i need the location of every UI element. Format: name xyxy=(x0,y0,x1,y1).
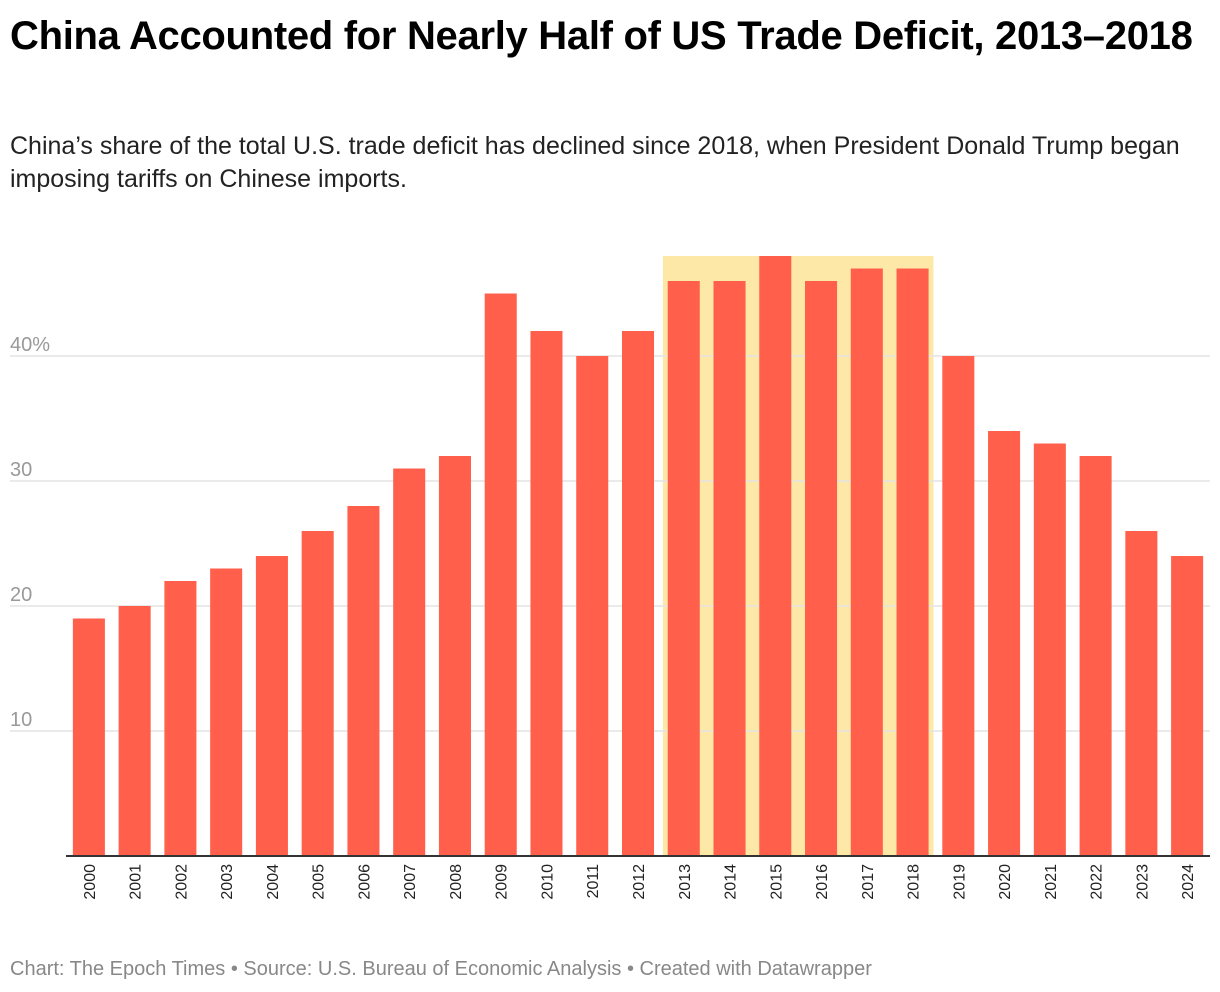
bar-2003 xyxy=(210,568,243,856)
x-tick-label-2004: 2004 xyxy=(265,864,282,900)
bar-2008 xyxy=(438,456,471,856)
bar-chart: 10 20 30 40% 2000 2001 2002 2003 2004 2005 2006 200… xyxy=(10,256,1210,900)
bar-2010 xyxy=(530,331,563,856)
bar-2005 xyxy=(301,531,334,856)
y-tick-label-30: 30 xyxy=(10,459,32,481)
bar-2000 xyxy=(72,618,105,856)
bar-2011 xyxy=(576,356,609,856)
x-tick-label-2019: 2019 xyxy=(951,864,968,900)
x-tick-label-2012: 2012 xyxy=(631,864,648,900)
bar-2022 xyxy=(1079,456,1112,856)
tool-credit: Created with Datawrapper xyxy=(639,958,872,980)
footer-separator-1: • xyxy=(225,958,244,980)
bar-2024 xyxy=(1171,556,1204,856)
x-tick-label-2020: 2020 xyxy=(997,864,1014,900)
bar-2007 xyxy=(393,468,426,856)
chart-title: China Accounted for Nearly Half of US Tr… xyxy=(10,14,1193,58)
x-tick-label-2016: 2016 xyxy=(814,864,831,900)
bar-2021 xyxy=(1033,443,1066,856)
highlight-band xyxy=(662,256,934,856)
x-tick-label-2017: 2017 xyxy=(860,864,877,900)
bar-2016 xyxy=(805,281,838,856)
x-tick-label-2011: 2011 xyxy=(585,864,602,899)
bar-2006 xyxy=(347,506,380,856)
bar-2020 xyxy=(988,431,1021,856)
x-tick-label-2005: 2005 xyxy=(311,864,328,900)
bar-2009 xyxy=(484,293,517,856)
x-tick-label-2021: 2021 xyxy=(1043,864,1060,900)
x-tick-label-2023: 2023 xyxy=(1134,864,1151,900)
chart-subtitle: China’s share of the total U.S. trade de… xyxy=(10,132,1180,193)
x-tick-label-2018: 2018 xyxy=(906,864,923,900)
bar-2001 xyxy=(118,606,151,856)
bar-2017 xyxy=(850,268,883,856)
x-tick-label-2015: 2015 xyxy=(768,864,785,900)
axes: 10 20 30 40% 2000 2001 2002 2003 2004 2005 2006 200… xyxy=(10,334,1210,900)
bar-2014 xyxy=(713,281,746,856)
x-tick-label-2013: 2013 xyxy=(677,864,694,900)
footer-separator-2: • xyxy=(621,958,640,980)
x-tick-label-2001: 2001 xyxy=(128,864,145,900)
highlight-band-layer xyxy=(662,256,934,856)
x-tick-label-2024: 2024 xyxy=(1180,864,1197,900)
x-tick-label-2006: 2006 xyxy=(356,864,373,900)
x-tick-label-2010: 2010 xyxy=(539,864,556,900)
bar-2018 xyxy=(896,268,929,856)
x-tick-label-2003: 2003 xyxy=(219,864,236,900)
bar-2002 xyxy=(164,581,197,856)
bar-2023 xyxy=(1125,531,1158,856)
bars xyxy=(72,256,1204,856)
x-tick-label-2007: 2007 xyxy=(402,864,419,900)
chart-footer: Chart: The Epoch Times • Source: U.S. Bu… xyxy=(10,956,872,982)
chart-credit: Chart: The Epoch Times xyxy=(10,958,226,980)
bar-2012 xyxy=(621,331,655,856)
x-tick-label-2022: 2022 xyxy=(1089,864,1106,900)
y-tick-label-20: 20 xyxy=(10,584,32,606)
bar-2019 xyxy=(942,356,975,856)
x-tick-label-2002: 2002 xyxy=(173,864,190,900)
y-tick-label-40: 40% xyxy=(10,334,50,356)
source-credit: Source: U.S. Bureau of Economic Analysis xyxy=(243,958,622,980)
bar-2004 xyxy=(255,556,288,856)
x-tick-label-2000: 2000 xyxy=(82,864,99,900)
bar-2015 xyxy=(759,256,792,856)
x-tick-label-2014: 2014 xyxy=(723,864,740,900)
y-tick-label-10: 10 xyxy=(10,709,32,731)
x-tick-label-2008: 2008 xyxy=(448,864,465,900)
bar-2013 xyxy=(667,281,700,856)
x-tick-label-2009: 2009 xyxy=(494,864,511,900)
